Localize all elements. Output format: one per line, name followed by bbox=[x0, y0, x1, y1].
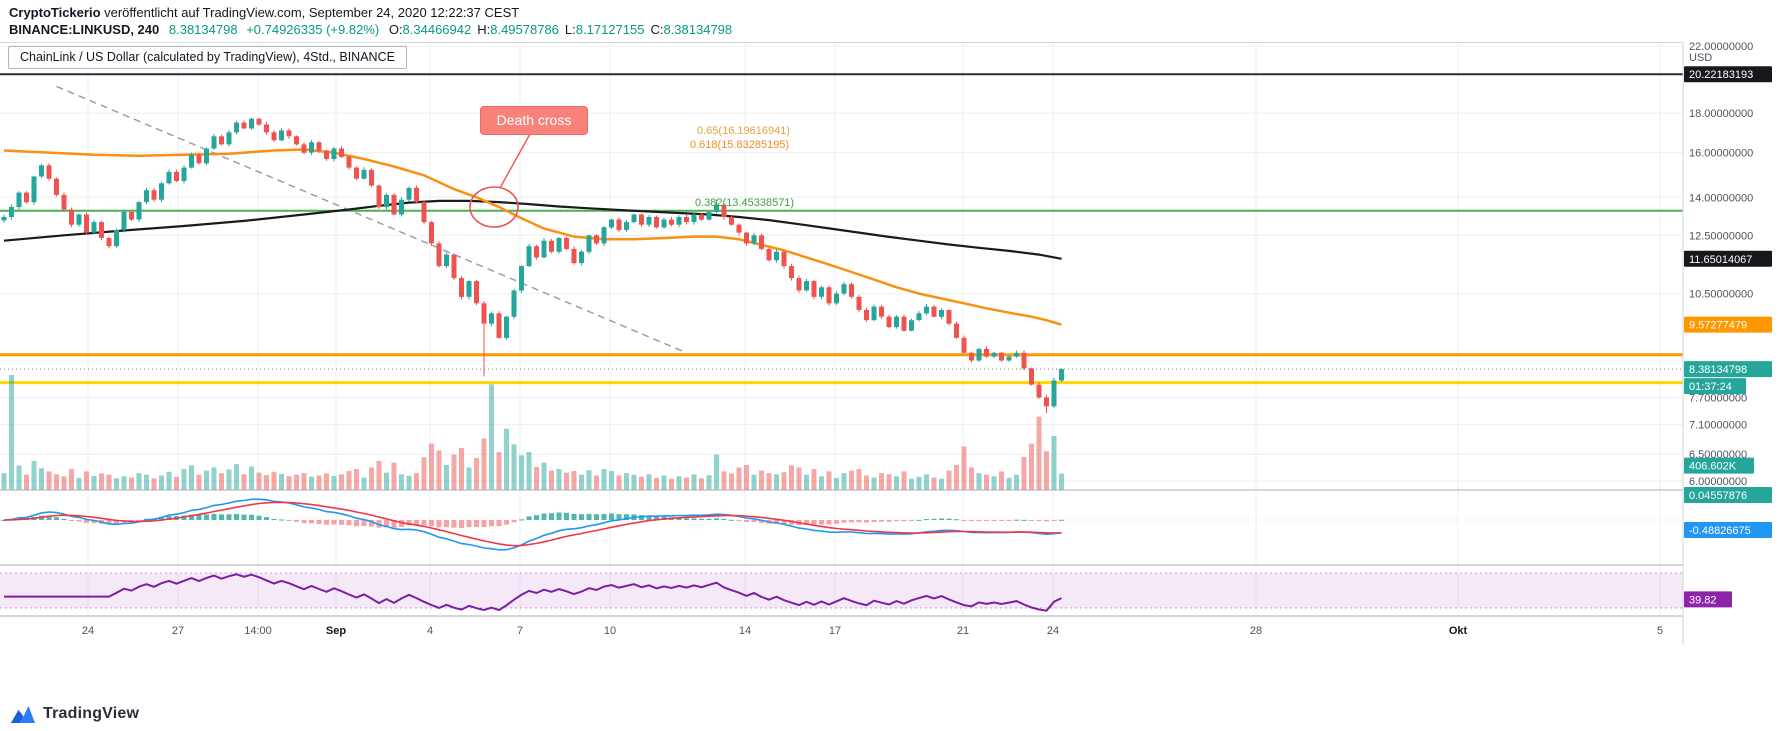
svg-text:18.00000000: 18.00000000 bbox=[1689, 108, 1753, 120]
price-change: +0.74926335 (+9.82%) bbox=[246, 22, 380, 37]
svg-text:6.00000000: 6.00000000 bbox=[1689, 476, 1747, 488]
ohlc-label: L: bbox=[564, 22, 576, 37]
byline: CryptoTickerio veröffentlicht auf Tradin… bbox=[9, 5, 1779, 21]
rsi-line bbox=[4, 573, 1062, 612]
svg-text:16.00000000: 16.00000000 bbox=[1689, 148, 1753, 160]
volume-layer bbox=[1, 375, 1064, 490]
svg-text:24: 24 bbox=[82, 625, 94, 637]
currency-label: USD bbox=[1689, 52, 1712, 64]
price-axis: 22.00000000 18.00000000 16.00000000 14.0000… bbox=[1682, 41, 1779, 648]
svg-text:27: 27 bbox=[172, 625, 184, 637]
svg-text:14.00000000: 14.00000000 bbox=[1689, 192, 1753, 204]
price-chart-svg[interactable]: 0.65(16.19616941) 0.618(15.83285195) 0.382… bbox=[0, 41, 1779, 648]
symbol-interval[interactable]: BINANCE:LINKUSD, 240 bbox=[9, 22, 160, 37]
pane-separators bbox=[0, 42, 1779, 617]
last-price: 8.38134798 bbox=[168, 22, 238, 37]
time-axis: 24 27 14:00 Sep 4 7 10 14 17 21 24 28 Okt 5 bbox=[82, 625, 1663, 637]
death-cross-label[interactable]: Death cross bbox=[480, 106, 588, 135]
ohlc-values: O:8.34466942 H:8.49578786 L:8.17127155 C:8.… bbox=[383, 22, 732, 37]
ma-black bbox=[3, 199, 1062, 260]
svg-text:Okt: Okt bbox=[1449, 625, 1468, 637]
footer-brand[interactable]: TradingView bbox=[10, 704, 139, 724]
svg-text:7.70000000: 7.70000000 bbox=[1689, 393, 1747, 405]
svg-text:10.50000000: 10.50000000 bbox=[1689, 289, 1753, 301]
chart-legend[interactable]: ChainLink / US Dollar (calculated by Tra… bbox=[8, 46, 407, 69]
svg-text:28: 28 bbox=[1250, 625, 1262, 637]
svg-text:9.57277479: 9.57277479 bbox=[1689, 320, 1747, 332]
ohlc-value: 8.38134798 bbox=[663, 22, 733, 37]
svg-text:7: 7 bbox=[517, 625, 523, 637]
death-cross-circle bbox=[469, 186, 519, 228]
ohlc-label: O: bbox=[388, 22, 403, 37]
svg-text:12.50000000: 12.50000000 bbox=[1689, 230, 1753, 242]
ma-orange bbox=[3, 148, 1062, 326]
publish-info: veröffentlicht auf TradingView.com, Sept… bbox=[100, 5, 520, 20]
macd-line bbox=[3, 498, 1062, 551]
svg-text:7.10000000: 7.10000000 bbox=[1689, 420, 1747, 432]
tradingview-logo bbox=[11, 706, 35, 723]
author-link[interactable]: CryptoTickerio bbox=[9, 5, 101, 20]
ohlc-value: 8.34466942 bbox=[402, 22, 472, 37]
svg-text:20.22183193: 20.22183193 bbox=[1689, 69, 1753, 81]
rsi-band bbox=[0, 572, 1683, 609]
svg-text:4: 4 bbox=[427, 625, 433, 637]
svg-text:11.65014067: 11.65014067 bbox=[1689, 254, 1752, 266]
svg-text:8.38134798: 8.38134798 bbox=[1689, 364, 1747, 376]
fib-label: 0.618(15.83285195) bbox=[690, 139, 789, 151]
svg-text:0.04557876: 0.04557876 bbox=[1689, 490, 1747, 502]
footer-brand-text: TradingView bbox=[43, 705, 140, 722]
chart-area[interactable]: 0.65(16.19616941) 0.618(15.83285195) 0.382… bbox=[0, 41, 1779, 648]
svg-text:5: 5 bbox=[1657, 625, 1663, 637]
svg-text:14: 14 bbox=[739, 625, 751, 637]
svg-text:39.82: 39.82 bbox=[1689, 594, 1717, 606]
svg-text:22.00000000: 22.00000000 bbox=[1689, 42, 1753, 53]
symbol-row: BINANCE:LINKUSD, 240 8.38134798 +0.74926… bbox=[9, 21, 1779, 38]
trendline bbox=[56, 85, 687, 354]
ohlc-value: 8.17127155 bbox=[575, 22, 645, 37]
fib-label: 0.65(16.19616941) bbox=[697, 125, 790, 137]
svg-text:-0.48826675: -0.48826675 bbox=[1689, 525, 1751, 537]
svg-text:Sep: Sep bbox=[326, 625, 346, 637]
svg-text:17: 17 bbox=[829, 625, 841, 637]
publish-header: CryptoTickerio veröffentlicht auf Tradin… bbox=[0, 0, 1779, 42]
macd-signal-line bbox=[3, 501, 1062, 547]
candlesticks-layer bbox=[1, 117, 1064, 414]
ohlc-value: 8.49578786 bbox=[490, 22, 559, 37]
svg-text:406.602K: 406.602K bbox=[1689, 461, 1737, 473]
svg-text:14:00: 14:00 bbox=[244, 625, 272, 637]
fib-label: 0.382(13.45338571) bbox=[695, 197, 794, 209]
svg-text:24: 24 bbox=[1047, 625, 1059, 637]
svg-text:01:37:24: 01:37:24 bbox=[1689, 381, 1732, 393]
horizontal-lines bbox=[0, 73, 1683, 385]
svg-text:10: 10 bbox=[604, 625, 616, 637]
ohlc-label: H: bbox=[477, 22, 491, 37]
death-cross-pointer bbox=[499, 133, 531, 189]
ohlc-label: C: bbox=[650, 22, 664, 37]
svg-text:21: 21 bbox=[957, 625, 969, 637]
